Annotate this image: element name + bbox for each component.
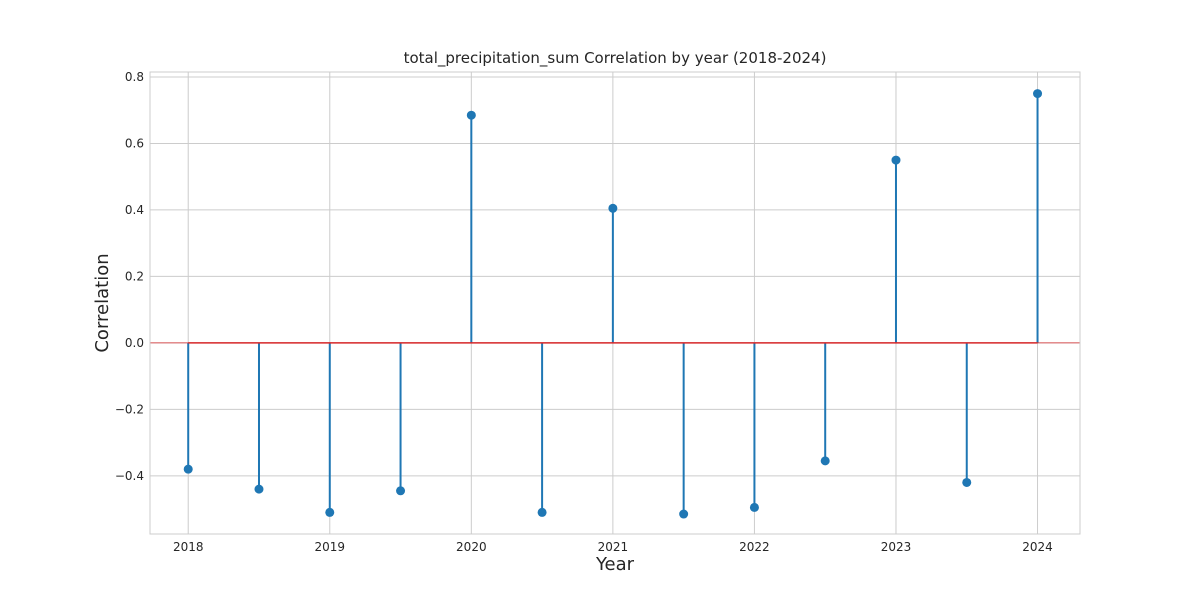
data-point	[962, 477, 972, 487]
y-tick-label: 0.2	[125, 269, 144, 283]
x-tick-label: 2023	[881, 540, 912, 554]
y-tick-label: −0.2	[115, 402, 144, 416]
data-point	[891, 155, 901, 165]
markers	[183, 89, 1043, 519]
data-point	[749, 502, 759, 512]
x-tick-label: 2022	[739, 540, 770, 554]
data-point	[1033, 89, 1043, 99]
y-axis-label: Correlation	[92, 253, 113, 352]
data-point	[254, 484, 264, 494]
data-point	[537, 507, 547, 517]
x-axis-label: Year	[595, 554, 635, 575]
y-tick-labels: −0.4 −0.2 0.0 0.2 0.4 0.6 0.8	[115, 70, 144, 483]
chart-title: total_precipitation_sum Correlation by y…	[404, 49, 827, 68]
x-tick-label: 2024	[1022, 540, 1053, 554]
data-point	[183, 464, 193, 474]
data-point	[679, 509, 689, 519]
y-tick-label: 0.6	[125, 136, 144, 150]
data-point	[608, 203, 618, 213]
grid-lines	[150, 72, 1080, 534]
x-tick-label: 2019	[314, 540, 345, 554]
data-point	[820, 456, 830, 466]
data-point	[466, 110, 476, 120]
x-tick-label: 2020	[456, 540, 487, 554]
data-point	[325, 507, 335, 517]
x-tick-labels: 2018 2019 2020 2021 2022 2023 2024	[173, 540, 1053, 554]
y-tick-label: 0.4	[125, 203, 144, 217]
y-tick-label: 0.0	[125, 336, 144, 350]
y-tick-label: 0.8	[125, 70, 144, 84]
y-tick-label: −0.4	[115, 469, 144, 483]
data-point	[396, 486, 406, 496]
stems	[187, 93, 1039, 515]
x-tick-label: 2021	[598, 540, 629, 554]
plot-frame	[149, 71, 1081, 535]
x-tick-label: 2018	[173, 540, 204, 554]
